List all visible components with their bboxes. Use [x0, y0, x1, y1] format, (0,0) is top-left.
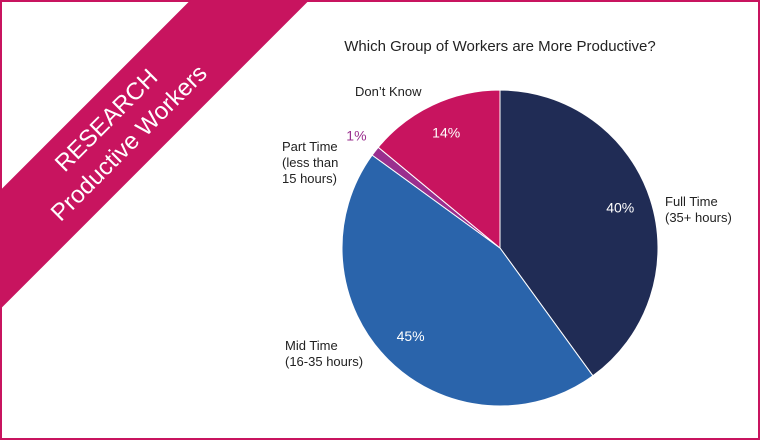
chart-title: Which Group of Workers are More Producti…	[344, 38, 656, 55]
category-label: Don’t Know	[355, 84, 422, 99]
value-label: 14%	[432, 124, 460, 140]
value-label: 40%	[606, 200, 634, 216]
pie	[341, 89, 659, 407]
category-label: Part Time (less than 15 hours)	[282, 139, 339, 186]
category-label: Full Time (35+ hours)	[665, 194, 732, 225]
pie-slice	[499, 89, 659, 377]
banner: RESEARCH Productive Workers	[0, 0, 374, 388]
banner-band	[0, 0, 374, 388]
pie-slice	[377, 89, 501, 250]
pie-slice	[341, 154, 594, 407]
value-label: 45%	[397, 328, 425, 344]
value-label: 1%	[346, 127, 366, 143]
category-label: Mid Time (16-35 hours)	[285, 338, 364, 369]
